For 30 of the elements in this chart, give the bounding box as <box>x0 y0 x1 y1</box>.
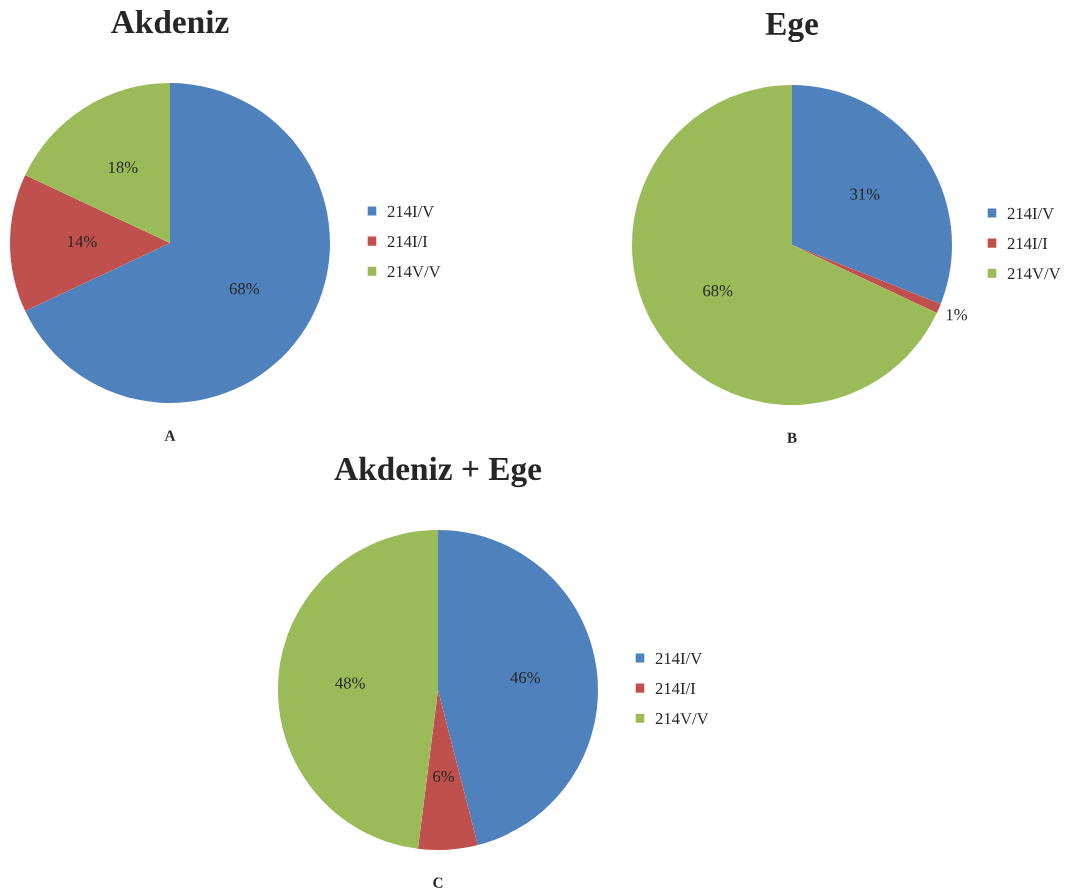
legend-label: 214V/V <box>387 266 441 278</box>
data-label: 18% <box>109 161 138 173</box>
data-label: 14% <box>68 235 97 248</box>
pie-slice <box>792 245 941 314</box>
legend-label: 214V/V <box>1007 268 1061 280</box>
pie-slice <box>792 85 952 304</box>
text: A <box>164 430 176 441</box>
data-label: 48% <box>335 677 365 689</box>
data-label: 1% <box>946 309 967 321</box>
data-label: 46% <box>510 671 541 684</box>
legend-label: 214I/I <box>1007 237 1048 250</box>
chart-title: Akdeniz + Ege <box>334 456 542 488</box>
legend-label: 214I/I <box>387 235 428 248</box>
pie-slice <box>10 174 170 312</box>
data-label: 68% <box>229 283 260 295</box>
legend-label: 214I/I <box>655 682 696 695</box>
pie-slice <box>417 690 478 850</box>
data-label: 68% <box>703 285 733 297</box>
legend-label: 214V/V <box>655 713 709 725</box>
legend-label: 214I/V <box>655 652 703 665</box>
pie-slice <box>632 85 937 405</box>
text: B <box>787 432 797 443</box>
legend-label: 214I/V <box>387 205 435 218</box>
chart-title: Akdeniz <box>111 9 229 34</box>
chart-title: Ege <box>765 12 818 43</box>
text: C <box>433 877 443 888</box>
legend-label: 214I/V <box>1007 207 1055 220</box>
data-label: 6% <box>433 770 455 783</box>
data-label: 31% <box>850 188 880 200</box>
pie-slice <box>25 83 330 403</box>
